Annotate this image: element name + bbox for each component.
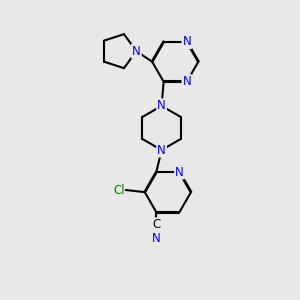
- Text: N: N: [175, 166, 184, 178]
- Text: Cl: Cl: [113, 184, 125, 196]
- Text: N: N: [157, 144, 166, 157]
- Text: C: C: [152, 218, 160, 231]
- Text: N: N: [182, 75, 191, 88]
- Text: N: N: [152, 232, 161, 245]
- Text: N: N: [157, 99, 166, 112]
- Text: N: N: [132, 45, 141, 58]
- Text: N: N: [182, 35, 191, 48]
